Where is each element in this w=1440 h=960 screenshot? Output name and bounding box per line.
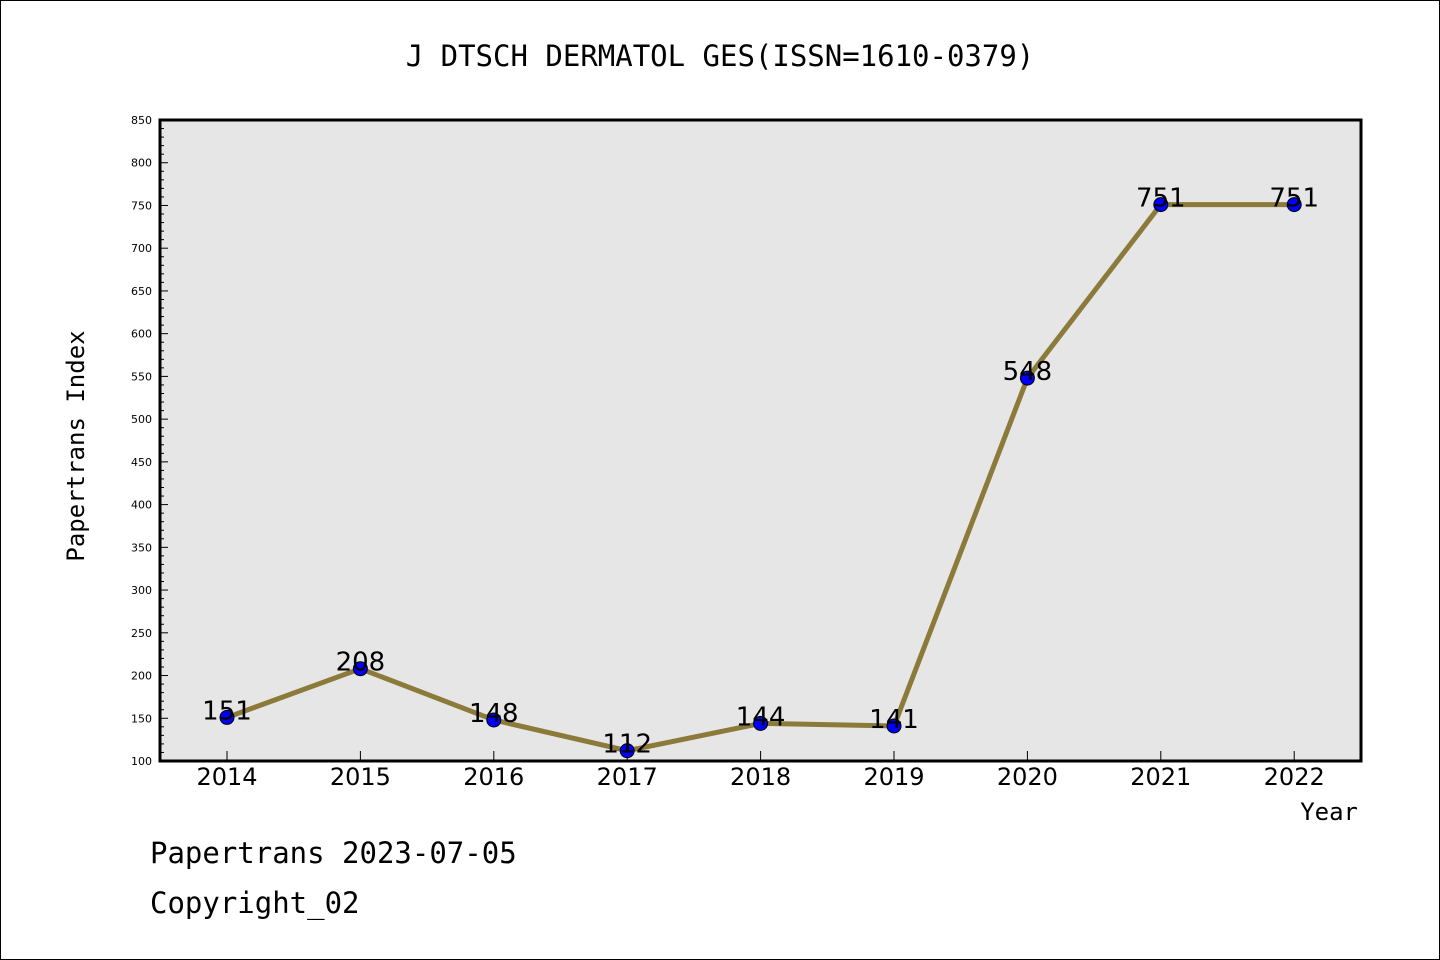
footer-date: Papertrans 2023-07-05 [150,836,517,870]
y-tick-label: 850 [131,114,152,127]
chart-title: J DTSCH DERMATOL GES(ISSN=1610-0379) [406,39,1035,73]
y-axis-label: Papertrans Index [62,330,90,561]
y-tick-label: 600 [131,328,152,341]
y-tick-label: 100 [131,755,152,768]
data-label: 148 [469,699,519,729]
y-tick-label: 250 [131,627,152,640]
x-axis: 2014 2015 2016 2017 2018 2019 2020 2021 2022 [196,751,1325,791]
x-tick-label: 2020 [997,763,1058,791]
data-point [1286,197,1302,213]
y-tick-label: 800 [131,157,152,170]
y-tick-label: 500 [131,413,152,426]
data-label: 141 [869,705,919,735]
y-tick-label: 550 [131,370,152,383]
y-tick-label: 450 [131,456,152,469]
data-label: 751 [1269,184,1319,214]
data-label: 144 [736,702,786,732]
y-tick-label: 750 [131,199,152,212]
data-point [352,661,368,677]
data-label: 751 [1136,184,1186,214]
data-point [486,712,502,728]
y-tick-label: 300 [131,584,152,597]
data-label: 208 [336,648,386,678]
x-tick-label: 2017 [597,763,658,791]
data-labels: 151 208 148 112 144 141 548 751 751 [202,184,1319,760]
data-point [1153,197,1169,213]
series-markers [219,197,1302,759]
y-tick-label: 400 [131,499,152,512]
footer-copyright: Copyright_02 [150,886,360,920]
x-tick-label: 2018 [730,763,791,791]
data-label: 112 [602,730,652,760]
data-point [219,709,235,725]
data-label: 548 [1003,357,1053,387]
y-axis: 100 150 200 250 300 350 400 450 500 550 600 650 700 7… [131,114,168,768]
y-tick-label: 350 [131,541,152,554]
data-label: 151 [202,696,252,726]
x-tick-label: 2021 [1130,763,1191,791]
data-point [619,743,635,759]
x-tick-label: 2019 [863,763,924,791]
data-point [753,715,769,731]
x-tick-label: 2022 [1264,763,1325,791]
plot-area [158,118,1363,763]
y-tick-label: 650 [131,285,152,298]
x-axis-label: Year [1300,798,1358,826]
data-point [1019,370,1035,386]
x-tick-label: 2015 [330,763,391,791]
x-tick-label: 2014 [196,763,257,791]
x-tick-label: 2016 [463,763,524,791]
y-tick-label: 150 [131,712,152,725]
data-point [886,718,902,734]
y-tick-label: 700 [131,242,152,255]
y-tick-label: 200 [131,670,152,683]
